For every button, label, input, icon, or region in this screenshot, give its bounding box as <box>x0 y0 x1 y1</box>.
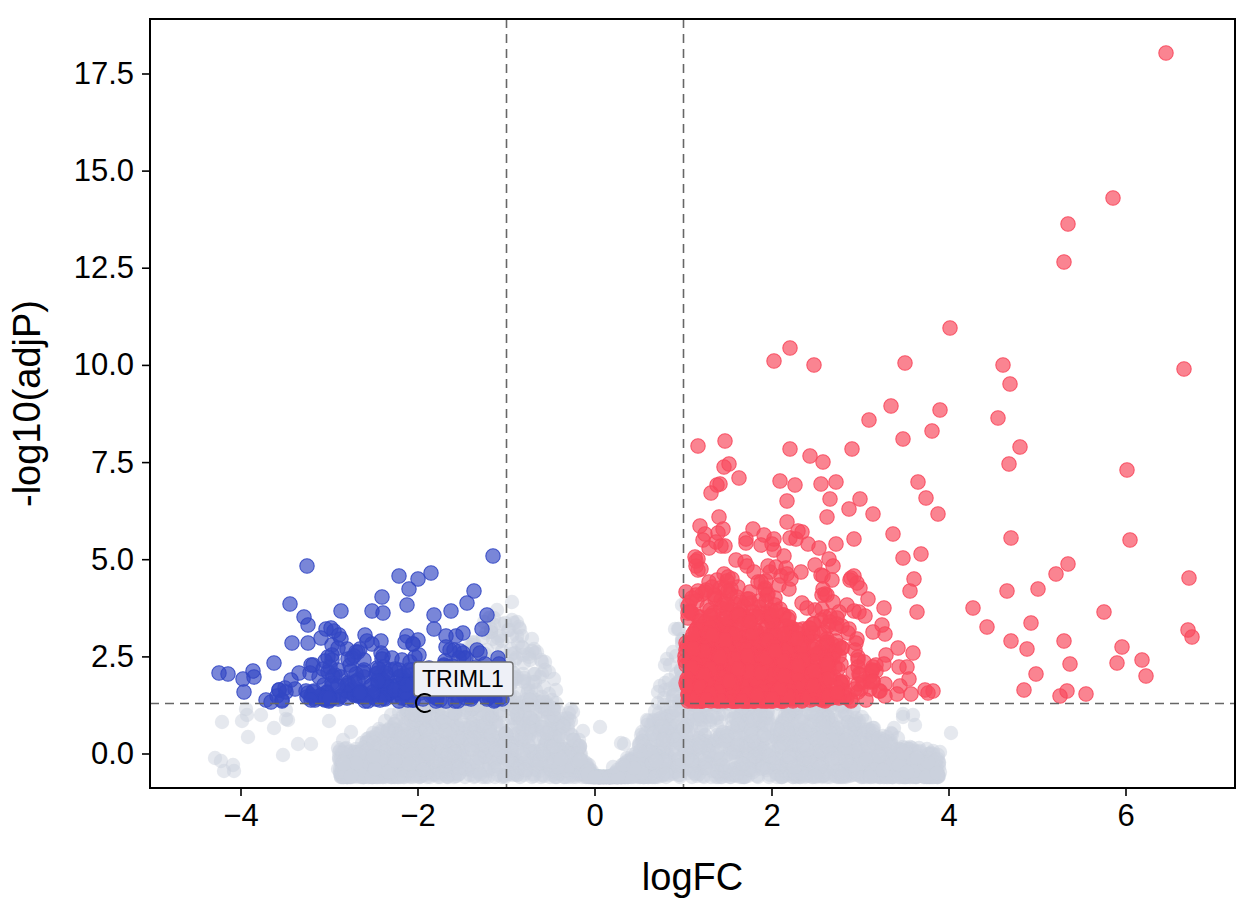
svg-text:10.0: 10.0 <box>74 347 134 382</box>
svg-text:7.5: 7.5 <box>91 445 134 480</box>
svg-text:-log10(adjP): -log10(adjP) <box>6 300 48 507</box>
svg-text:6: 6 <box>1117 798 1134 833</box>
svg-text:5.0: 5.0 <box>91 542 134 577</box>
svg-text:2: 2 <box>763 798 780 833</box>
svg-text:0: 0 <box>586 798 603 833</box>
svg-text:−4: −4 <box>223 798 258 833</box>
svg-text:2.5: 2.5 <box>91 639 134 674</box>
svg-text:17.5: 17.5 <box>74 56 134 91</box>
svg-text:−2: −2 <box>400 798 435 833</box>
svg-text:15.0: 15.0 <box>74 153 134 188</box>
svg-text:12.5: 12.5 <box>74 250 134 285</box>
svg-text:TRIML1: TRIML1 <box>422 666 504 692</box>
svg-text:4: 4 <box>940 798 957 833</box>
svg-text:logFC: logFC <box>642 856 743 898</box>
svg-text:0.0: 0.0 <box>91 736 134 771</box>
